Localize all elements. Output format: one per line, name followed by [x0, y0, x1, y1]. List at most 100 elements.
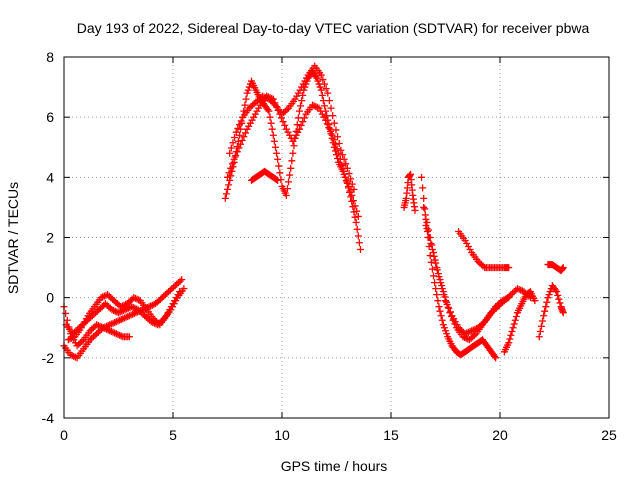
x-tick-label: 15 — [383, 427, 399, 443]
data-point-interp — [433, 291, 441, 299]
data-point-interp — [536, 328, 544, 336]
data-point — [158, 294, 166, 302]
data-point — [112, 330, 120, 338]
data-point-interp — [469, 326, 477, 334]
data-point — [428, 246, 436, 254]
data-point-interp — [94, 328, 102, 336]
data-point-interp — [332, 126, 340, 134]
data-point-interp — [294, 89, 302, 97]
data-point-interp — [312, 103, 320, 111]
data-point-interp — [275, 162, 283, 170]
data-point-interp — [443, 300, 451, 308]
data-point — [356, 246, 364, 254]
data-point-interp — [70, 352, 78, 360]
data-point — [540, 312, 548, 320]
data-point-interp — [343, 178, 351, 186]
data-point-interp — [125, 298, 133, 306]
data-point — [313, 74, 321, 82]
series-seg-i — [400, 170, 419, 214]
data-point-interp — [270, 137, 278, 145]
data-point-interp — [290, 142, 298, 150]
data-point-interp — [340, 155, 348, 163]
data-point-interp — [91, 331, 99, 339]
data-point-interp — [268, 98, 276, 106]
x-tick-label: 10 — [274, 427, 290, 443]
data-point-interp — [133, 295, 141, 303]
data-point-interp — [476, 259, 484, 267]
data-point-interp — [281, 107, 289, 115]
data-point — [149, 315, 157, 323]
data-point-interp — [436, 307, 444, 315]
data-point-interp — [443, 330, 451, 338]
data-point-interp — [296, 86, 304, 94]
data-point — [553, 288, 561, 296]
data-point-interp — [294, 114, 302, 122]
data-point-interp — [109, 328, 117, 336]
data-point-interp — [321, 102, 329, 110]
data-point-interp — [174, 279, 182, 287]
data-point-interp — [453, 321, 461, 329]
data-point-interp — [235, 144, 243, 152]
data-point-interp — [283, 106, 291, 114]
data-point-interp — [107, 328, 115, 336]
data-point-interp — [88, 325, 96, 333]
series-seg-f — [224, 92, 362, 220]
data-point-interp — [126, 297, 134, 305]
data-point — [101, 300, 109, 308]
data-point-interp — [505, 292, 513, 300]
data-point — [130, 294, 138, 302]
data-point — [317, 71, 325, 79]
data-point-interp — [463, 240, 471, 248]
data-point-interp — [88, 334, 96, 342]
data-point-interp — [281, 121, 289, 129]
data-point — [322, 116, 330, 124]
data-point-interp — [78, 337, 86, 345]
data-point-interp — [497, 300, 505, 308]
x-axis-label: GPS time / hours — [281, 458, 388, 474]
data-point-interp — [255, 95, 263, 103]
data-point-interp — [545, 291, 553, 299]
data-point-interp — [442, 327, 449, 335]
data-point-interp — [466, 246, 474, 254]
data-point-interp — [98, 303, 106, 311]
data-point-interp — [427, 258, 435, 266]
data-point — [494, 303, 502, 311]
data-point-interp — [71, 353, 79, 361]
axis-ticks — [63, 56, 610, 419]
data-point-interp — [250, 100, 258, 108]
data-point-interp — [276, 169, 284, 177]
data-point-interp — [62, 309, 70, 317]
data-point-interp — [235, 121, 243, 129]
data-point — [278, 110, 286, 118]
data-point-interp — [492, 304, 500, 312]
data-point-interp — [241, 129, 249, 137]
data-point-interp — [156, 295, 164, 303]
data-point-interp — [495, 301, 503, 309]
data-point — [559, 264, 567, 272]
data-point — [505, 264, 513, 272]
y-tick-labels: -4 -2 0 2 4 6 8 — [42, 49, 55, 426]
data-point-interp — [334, 133, 342, 141]
data-point-interp — [122, 313, 130, 321]
data-point-interp — [458, 327, 466, 335]
data-point-interp — [314, 77, 322, 85]
data-point-interp — [81, 318, 89, 326]
data-point-interp — [322, 85, 330, 93]
data-point-interp — [433, 266, 441, 274]
data-point-interp — [312, 73, 320, 81]
data-point-interp — [170, 283, 178, 291]
data-point — [112, 318, 120, 326]
data-point-interp — [222, 190, 230, 198]
data-point-interp — [507, 331, 515, 339]
data-point-interp — [107, 320, 115, 328]
data-point — [274, 155, 282, 163]
data-point — [115, 309, 122, 317]
data-point-interp — [111, 329, 119, 337]
data-point — [108, 306, 116, 314]
data-point-interp — [97, 304, 105, 312]
data-point — [317, 86, 325, 94]
data-point-interp — [111, 307, 119, 315]
data-point-interp — [319, 97, 327, 105]
data-point-interp — [342, 160, 350, 168]
data-point-interp — [555, 295, 563, 303]
